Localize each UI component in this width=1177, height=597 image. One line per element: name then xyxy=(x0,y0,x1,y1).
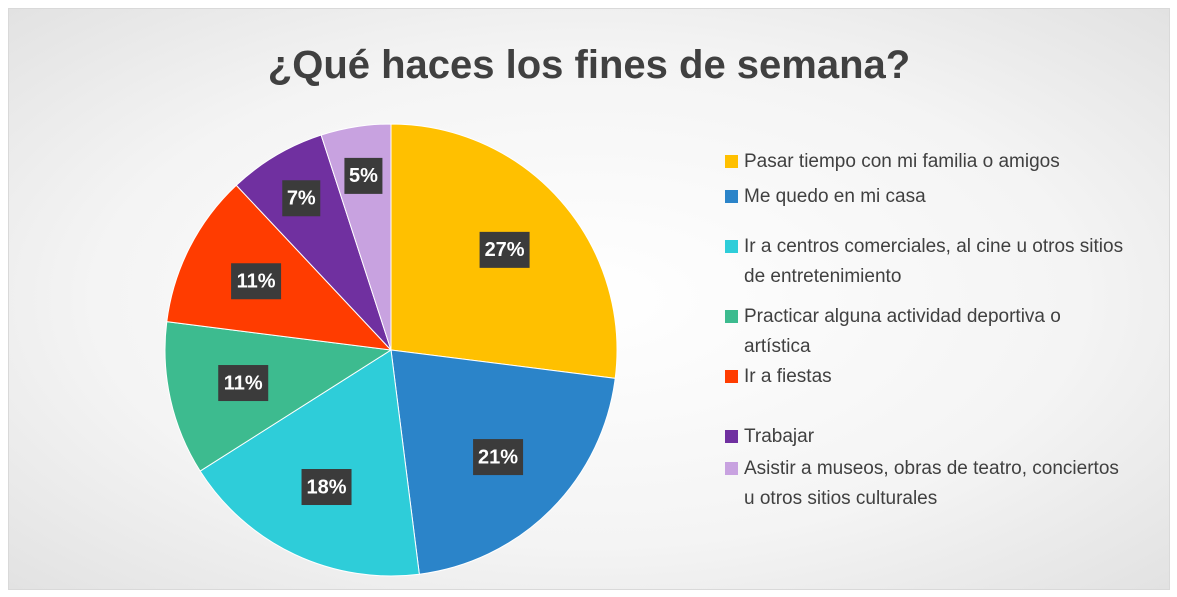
legend-marker xyxy=(725,430,738,443)
data-label: 11% xyxy=(224,372,263,394)
legend-marker xyxy=(725,155,738,168)
data-label: 27% xyxy=(485,239,525,261)
legend-label: Pasar tiempo con mi familia o amigos xyxy=(744,151,1060,172)
data-label: 11% xyxy=(237,271,276,293)
data-label: 18% xyxy=(307,476,347,498)
legend-label: Ir a fiestas xyxy=(744,366,832,387)
legend-item: Ir a fiestas xyxy=(725,362,1125,392)
data-label: 7% xyxy=(287,188,316,210)
legend-item: Pasar tiempo con mi familia o amigos xyxy=(725,147,1125,177)
legend-label: Me quedo en mi casa xyxy=(744,186,926,207)
legend-label: Asistir a museos, obras de teatro, conci… xyxy=(744,458,1119,509)
legend-label: Ir a centros comerciales, al cine u otro… xyxy=(744,236,1124,287)
legend-item: Trabajar xyxy=(725,422,1125,452)
legend-item: Me quedo en mi casa xyxy=(725,182,1125,212)
legend-marker xyxy=(725,310,738,323)
legend-item: Ir a centros comerciales, al cine u otro… xyxy=(725,232,1125,292)
legend-marker xyxy=(725,190,738,203)
legend-label: Practicar alguna actividad deportiva o a… xyxy=(744,306,1061,357)
chart-title: ¿Qué haces los fines de semana? xyxy=(267,43,911,87)
legend-marker xyxy=(725,462,738,475)
pie-slice xyxy=(199,349,420,577)
data-label-box xyxy=(473,439,524,476)
chart: ¿Qué haces los fines de semana? 27% 21% 18… xyxy=(8,8,1170,590)
data-label-box xyxy=(301,469,352,506)
data-label-box xyxy=(282,180,321,217)
legend-marker xyxy=(725,240,738,253)
data-label-box xyxy=(479,231,530,268)
legend-label: Trabajar xyxy=(744,426,815,447)
data-label-box xyxy=(218,365,269,402)
legend-item: Asistir a museos, obras de teatro, conci… xyxy=(725,454,1125,514)
legend-marker xyxy=(725,370,738,383)
data-label: 21% xyxy=(478,446,518,468)
pie-area: 27% 21% 18% 11% 11% 7% 5% xyxy=(164,123,618,577)
pie-slice xyxy=(164,321,393,472)
data-label-box xyxy=(344,157,383,194)
legend-item: Practicar alguna actividad deportiva o a… xyxy=(725,302,1125,362)
data-label: 5% xyxy=(349,165,378,187)
data-label-box xyxy=(231,263,282,300)
